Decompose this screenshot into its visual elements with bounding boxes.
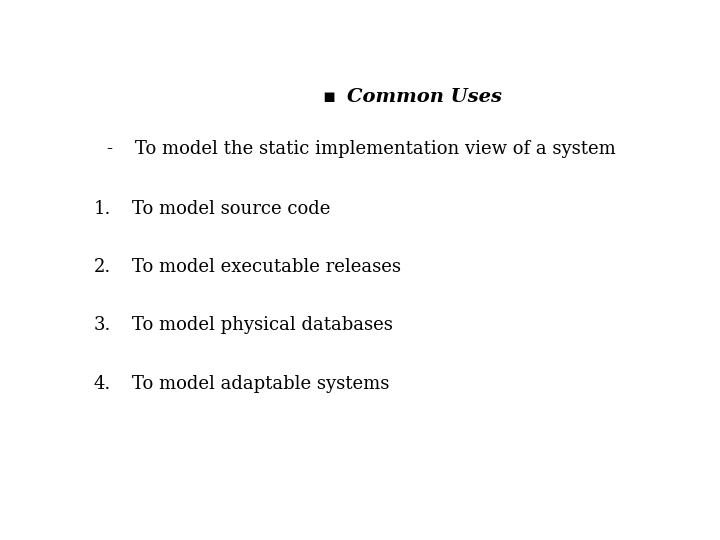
Text: Common Uses: Common Uses [347,87,502,106]
Text: To model the static implementation view of a system: To model the static implementation view … [135,140,616,158]
Text: ▪: ▪ [323,87,336,106]
Text: 2.: 2. [94,258,111,276]
Text: To model executable releases: To model executable releases [132,258,401,276]
Text: -: - [107,140,112,158]
Text: To model adaptable systems: To model adaptable systems [132,375,390,393]
Text: 3.: 3. [94,316,111,334]
Text: To model physical databases: To model physical databases [132,316,392,334]
Text: 4.: 4. [94,375,111,393]
Text: To model source code: To model source code [132,200,330,218]
Text: 1.: 1. [94,200,111,218]
